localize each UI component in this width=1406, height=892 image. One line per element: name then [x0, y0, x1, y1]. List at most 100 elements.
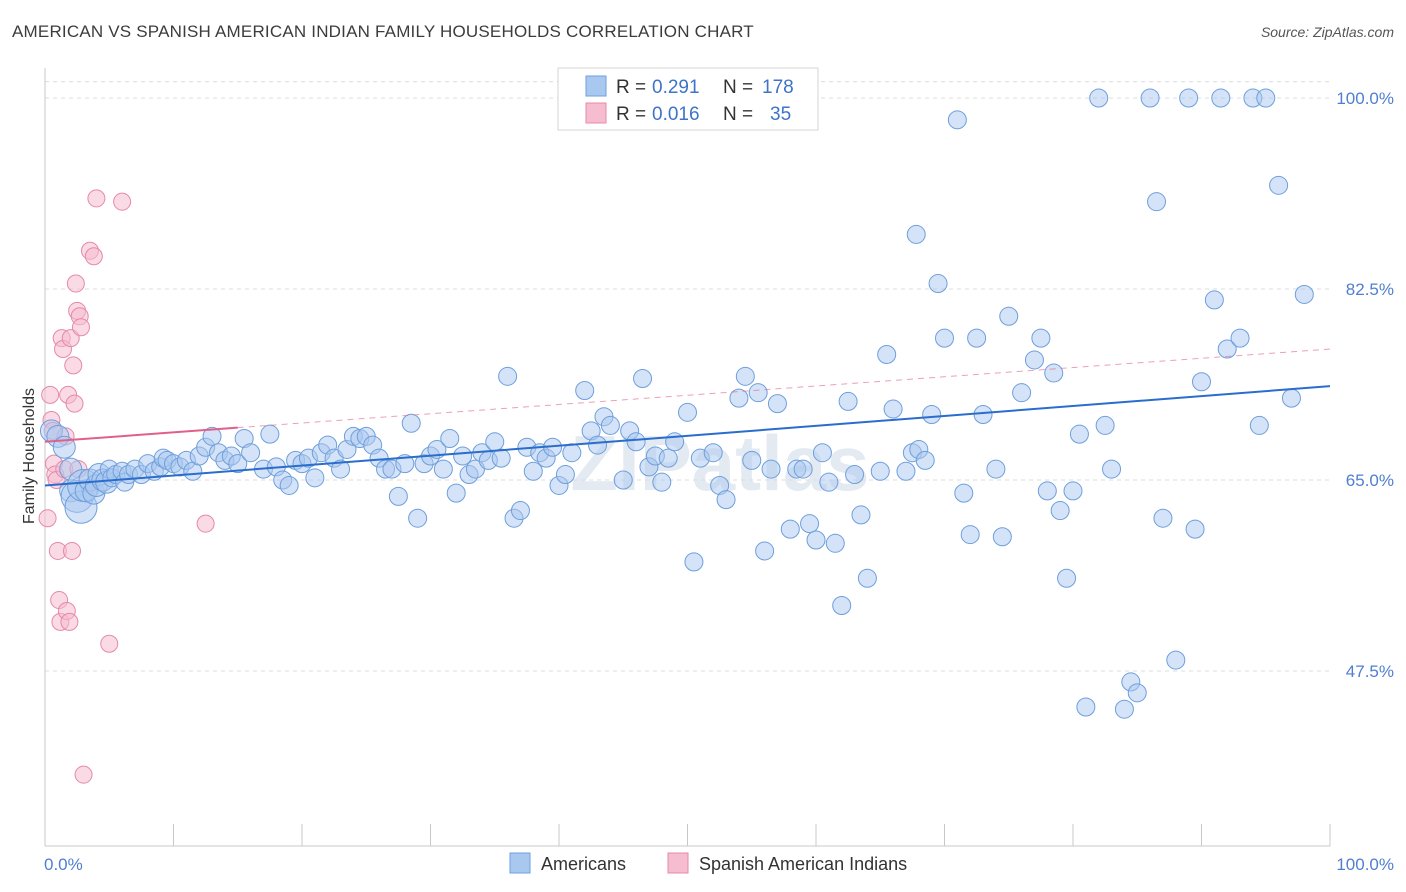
- sai-point-1: [41, 385, 60, 404]
- americans-point-154: [1050, 501, 1070, 521]
- americans-point-181: [1294, 284, 1314, 304]
- sai-point-20: [65, 394, 84, 413]
- americans-point-116: [767, 394, 787, 414]
- series-americans: [39, 88, 1314, 719]
- legend-r-value-2: 0.016: [652, 104, 700, 125]
- chart-title: AMERICAN VS SPANISH AMERICAN INDIAN FAMI…: [12, 22, 754, 41]
- y-tick-label-1: 82.5%: [1346, 280, 1394, 299]
- americans-point-105: [684, 552, 704, 572]
- sai-point-31: [113, 192, 132, 211]
- y-tick-labels: 100.0% 82.5% 65.0% 47.5%: [1336, 89, 1394, 681]
- americans-point-72: [453, 446, 473, 466]
- x-tick-label-max: 100.0%: [1336, 855, 1394, 874]
- americans-trendline: [44, 385, 1331, 487]
- americans-point-174: [1217, 339, 1237, 359]
- americans-point-109: [716, 490, 736, 510]
- legend-n-value-2: 35: [770, 104, 791, 125]
- americans-point-98: [633, 368, 653, 388]
- americans-point-115: [761, 459, 781, 479]
- bottom-legend-swatch-sai: [667, 852, 689, 874]
- americans-point-167: [1153, 508, 1173, 528]
- americans-point-175: [1230, 328, 1250, 348]
- americans-point-127: [845, 465, 865, 485]
- legend-n-label-2: N =: [723, 104, 753, 125]
- americans-point-114: [755, 541, 775, 561]
- americans-point-161: [1102, 459, 1122, 479]
- americans-point-170: [1185, 519, 1205, 539]
- americans-point-104: [678, 402, 697, 422]
- americans-point-117: [780, 519, 800, 539]
- sai-point-26: [74, 765, 93, 784]
- americans-point-70: [440, 429, 460, 449]
- x-tick-label-min: 0.0%: [44, 855, 83, 874]
- americans-point-78: [491, 448, 511, 468]
- americans-point-69: [433, 459, 453, 479]
- legend-r-label-2: R =: [616, 104, 646, 125]
- source-label: Source: ZipAtlas.com: [1260, 24, 1394, 40]
- legend-r-label-1: R =: [616, 77, 646, 98]
- americans-point-143: [960, 525, 980, 545]
- legend-n-label-1: N =: [723, 77, 753, 98]
- americans-point-122: [812, 443, 832, 463]
- y-tick-label-0: 100.0%: [1336, 89, 1394, 108]
- americans-point-83: [523, 461, 543, 481]
- americans-point-137: [915, 450, 935, 470]
- x-axis-ticks: [44, 824, 1331, 846]
- legend-r-value-1: 0.291: [652, 77, 700, 98]
- americans-point-142: [954, 483, 974, 503]
- americans-point-164: [1127, 683, 1147, 703]
- americans-point-144: [967, 328, 987, 348]
- americans-point-110: [729, 388, 749, 408]
- americans-point-101: [652, 472, 672, 492]
- americans-point-120: [800, 514, 820, 534]
- americans-point-79: [498, 366, 518, 386]
- y-tick-label-2: 65.0%: [1346, 471, 1394, 490]
- americans-point-89: [562, 443, 582, 463]
- americans-point-88: [555, 465, 575, 485]
- americans-point-173: [1211, 88, 1231, 108]
- americans-point-158: [1076, 697, 1096, 717]
- trendlines: [44, 348, 1331, 487]
- americans-point-81: [510, 501, 530, 521]
- americans-point-153: [1044, 363, 1064, 383]
- series-legend: Americans Spanish American Indians: [509, 852, 907, 874]
- americans-point-42: [260, 424, 280, 444]
- americans-point-156: [1063, 481, 1083, 501]
- sai-point-28: [84, 247, 103, 266]
- americans-point-131: [877, 344, 897, 364]
- americans-point-97: [626, 432, 646, 452]
- americans-point-168: [1166, 650, 1186, 670]
- americans-point-90: [575, 381, 595, 401]
- americans-point-166: [1147, 192, 1167, 212]
- americans-point-169: [1179, 88, 1199, 108]
- americans-point-180: [1281, 388, 1301, 408]
- americans-point-146: [986, 459, 1006, 479]
- americans-point-92: [588, 435, 608, 455]
- americans-point-107: [703, 443, 723, 463]
- americans-point-149: [1012, 383, 1032, 403]
- legend-n-value-1: 178: [762, 77, 794, 98]
- stats-legend: R = 0.291 N = 178 R = 0.016 N = 35: [557, 67, 819, 131]
- americans-point-119: [793, 459, 813, 479]
- americans-point-64: [401, 413, 421, 433]
- americans-point-171: [1192, 372, 1211, 392]
- americans-point-53: [331, 459, 351, 479]
- legend-swatch-americans: [585, 75, 607, 97]
- americans-point-65: [408, 508, 428, 528]
- y-axis-title: Family Households: [21, 388, 38, 524]
- americans-point-34: [202, 426, 222, 446]
- sai-point-19: [64, 356, 83, 375]
- americans-point-132: [883, 399, 903, 419]
- bottom-legend-americans: Americans: [541, 854, 626, 874]
- sai-point-30: [100, 634, 119, 653]
- legend-swatch-sai: [585, 102, 607, 124]
- americans-point-95: [613, 470, 633, 490]
- americans-point-94: [600, 415, 620, 435]
- americans-point-126: [838, 391, 858, 411]
- americans-point-152: [1037, 481, 1057, 501]
- americans-point-71: [446, 483, 466, 503]
- americans-point-123: [819, 472, 839, 492]
- americans-point-63: [395, 454, 415, 474]
- sai-point-0: [38, 509, 57, 528]
